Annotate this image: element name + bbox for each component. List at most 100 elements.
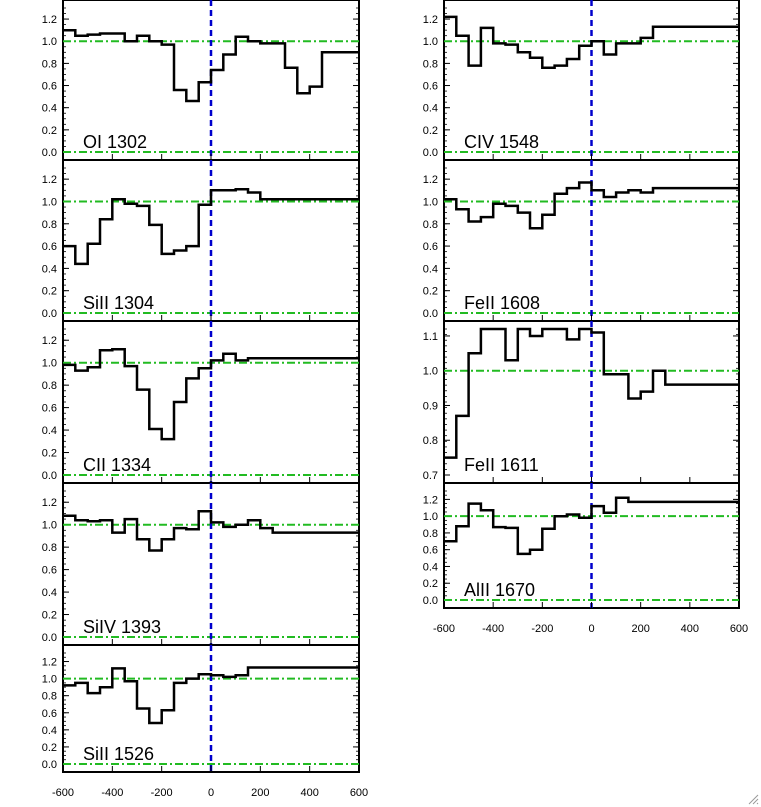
y-tick-label: 0.8 [423,219,438,231]
panel-label: FeII 1608 [464,293,540,313]
spectrum-series [63,347,359,441]
spectrum-series [63,28,359,103]
spectrum-series [444,496,739,556]
panel-feii-1611: 0.7 0.8 0.9 1.0 1.1 FeII 1611 [423,320,740,484]
y-tick-label: 0.4 [42,725,57,737]
y-tick-label: 0.8 [42,691,57,703]
spectrum-series [63,666,359,725]
panel-feii-1608: 0.0 0.2 0.4 0.6 0.8 1.0 1.2 FeII 1608 [423,159,740,322]
spectrum-series [444,327,739,459]
y-tick-label: 0.2 [42,742,57,754]
y-tick-label: 0.0 [42,147,57,159]
y-tick-label: 1.0 [423,36,438,48]
y-tick-label: 0.6 [423,545,438,557]
y-tick-label: 1.2 [423,494,438,506]
y-tick-label: 0.4 [423,263,438,275]
y-tick-label: 0.6 [42,708,57,720]
x-tick-label: 400 [300,787,318,799]
panel-siii-1304: 0.0 0.2 0.4 0.6 0.8 1.0 1.2 SiII 1304 [42,159,360,322]
panel-label: SiII 1304 [83,293,154,313]
y-tick-label: 0.6 [42,565,57,577]
panel-label: AlII 1670 [464,580,535,600]
panel-cii-1334: 0.0 0.2 0.4 0.6 0.8 1.0 1.2 CII 1334 [42,320,360,484]
x-tick-label: -400 [482,623,504,635]
y-tick-label: 1.0 [423,196,438,208]
panel-label: SiIV 1393 [83,617,161,637]
panel-siii-1526: 0.0 0.2 0.4 0.6 0.8 1.0 1.2 SiII 1526 -600 -400 -2… [42,644,368,799]
y-tick-label: 0.0 [42,632,57,644]
panel-alii-1670: 0.0 0.2 0.4 0.6 0.8 1.0 1.2 AlII 1670 -600 -400 -2… [423,482,748,635]
y-tick-label: 0.6 [42,81,57,93]
y-tick-label: 0.0 [423,147,438,159]
panel-label: FeII 1611 [464,455,539,475]
y-tick-label: 0.2 [423,286,438,298]
panel-label: OI 1302 [83,132,147,152]
y-tick-label: 0.0 [42,759,57,771]
y-tick-label: 0.9 [423,400,438,412]
y-tick-label: 0.2 [42,125,57,137]
x-tick-label: 200 [631,623,649,635]
spectrum-series [444,15,739,70]
y-tick-label: 1.0 [423,511,438,523]
panel-oi-1302: 0.0 0.2 0.4 0.6 0.8 1.0 1.2 OI 1302 [42,0,360,161]
x-tick-label: 0 [588,623,594,635]
x-tick-label: 400 [681,623,699,635]
y-tick-label: 1.2 [42,335,57,347]
x-tick-label: 600 [350,787,368,799]
y-tick-label: 0.4 [423,561,438,573]
panel-civ-1548: 0.0 0.2 0.4 0.6 0.8 1.0 1.2 CIV 1548 [423,0,740,161]
panel-label: SiII 1526 [83,744,154,764]
y-tick-label: 0.8 [423,435,438,447]
spectrum-series [444,181,739,230]
y-tick-label: 0.7 [423,470,438,482]
panel-label: CII 1334 [83,455,151,475]
y-tick-label: 1.2 [42,497,57,509]
y-tick-label: 1.2 [423,174,438,186]
y-tick-label: 0.0 [423,308,438,320]
y-tick-label: 0.2 [42,610,57,622]
y-tick-label: 0.2 [42,448,57,460]
x-tick-label: -600 [52,787,74,799]
y-tick-label: 1.0 [42,358,57,370]
panel-siiv-1393: 0.0 0.2 0.4 0.6 0.8 1.0 1.2 SiIV 1393 [42,482,360,646]
y-tick-label: 0.6 [42,241,57,253]
x-tick-label: -200 [151,787,173,799]
y-tick-label: 1.0 [42,520,57,532]
resize-grip-icon[interactable] [747,793,759,805]
y-tick-label: 0.2 [42,286,57,298]
y-tick-label: 1.2 [42,14,57,26]
y-tick-label: 0.8 [423,58,438,70]
y-tick-label: 1.0 [42,674,57,686]
y-tick-label: 1.2 [423,14,438,26]
y-tick-label: 0.4 [42,587,57,599]
y-tick-label: 1.0 [42,36,57,48]
y-tick-label: 0.4 [42,425,57,437]
spectrum-series [63,187,359,266]
x-tick-label: 0 [208,787,214,799]
y-tick-label: 0.8 [423,528,438,540]
y-tick-label: 1.2 [42,657,57,669]
y-tick-label: 1.0 [42,196,57,208]
y-tick-label: 1.0 [423,366,438,378]
y-tick-label: 0.6 [42,403,57,415]
spectrum-series [63,509,359,552]
x-tick-label: -400 [101,787,123,799]
y-tick-label: 0.2 [423,578,438,590]
y-tick-label: 0.8 [42,219,57,231]
y-tick-label: 0.4 [423,103,438,115]
x-tick-label: 600 [730,623,748,635]
y-tick-label: 0.2 [423,125,438,137]
y-tick-label: 0.8 [42,58,57,70]
y-tick-label: 0.0 [42,308,57,320]
y-tick-label: 0.0 [423,595,438,607]
panel-label: CIV 1548 [464,132,539,152]
y-tick-label: 0.0 [42,470,57,482]
y-tick-label: 0.4 [42,103,57,115]
y-tick-label: 1.2 [42,174,57,186]
y-tick-label: 0.8 [42,380,57,392]
x-tick-label: 200 [251,787,269,799]
y-tick-label: 0.4 [42,263,57,275]
y-tick-label: 0.6 [423,81,438,93]
y-tick-label: 0.6 [423,241,438,253]
